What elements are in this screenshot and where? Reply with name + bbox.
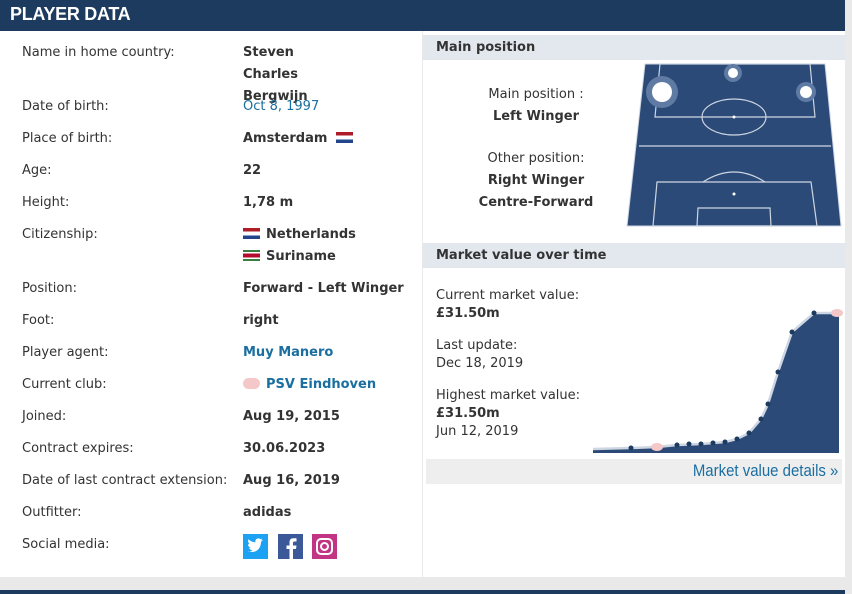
pitch <box>626 63 842 227</box>
label: Player agent: <box>22 345 109 360</box>
details-link[interactable]: Market value details » <box>692 461 838 480</box>
main-label: Main position : <box>488 87 584 102</box>
flag <box>243 228 260 239</box>
current-label: Current market value: <box>436 288 580 303</box>
label: Foot: <box>22 313 55 328</box>
header-title: PLAYER DATA <box>10 4 131 24</box>
market-value-graph <box>592 309 843 453</box>
value-text: Netherlands <box>266 227 356 242</box>
label: Height: <box>22 195 70 210</box>
main-value: Left Winger <box>492 109 580 124</box>
highest-label: Highest market value: <box>436 388 581 403</box>
value: 1,78 m <box>243 195 294 210</box>
flag <box>335 132 353 143</box>
value: PSV Eindhoven <box>243 374 413 396</box>
value-link[interactable]: Muy Manero <box>243 345 334 360</box>
value: Netherlands Suriname <box>243 224 413 268</box>
player-data: Name in home country: Steven Charles Berg… <box>0 31 422 577</box>
footer-bar <box>0 590 845 594</box>
label: Date of birth: <box>22 99 109 114</box>
current-value: £31.50m <box>436 306 500 321</box>
heading-text: Market value over time <box>436 248 607 263</box>
citizenship: Suriname <box>243 246 413 268</box>
value-text: Suriname <box>266 249 336 264</box>
value-link[interactable]: Oct 8, 1997 <box>243 99 320 114</box>
update-label: Last update: <box>436 338 518 353</box>
value: adidas <box>243 505 292 520</box>
instagram-icon[interactable] <box>312 534 337 559</box>
social-icons <box>243 534 337 559</box>
label: Outfitter: <box>22 505 82 520</box>
other-value: Right Winger <box>487 173 585 188</box>
side-panel: Main position Main position : Left Winge… <box>423 31 845 577</box>
value-link[interactable]: PSV Eindhoven <box>266 377 377 392</box>
value: Steven Charles Bergwijn <box>243 45 308 104</box>
section-heading: Market value over time <box>423 243 845 268</box>
flag <box>243 250 260 261</box>
highest-date: Jun 12, 2019 <box>436 424 519 439</box>
label: Date of last contract extension: <box>22 473 228 488</box>
highest-value: £31.50m <box>436 406 500 421</box>
section-heading: Main position <box>423 35 845 60</box>
header: PLAYER DATA <box>0 0 845 31</box>
label: Joined: <box>22 409 67 424</box>
value: right <box>243 313 279 328</box>
label: Name in home country: <box>22 45 175 60</box>
value-text: Amsterdam <box>243 131 328 146</box>
label: Contract expires: <box>22 441 134 456</box>
heading-text: Main position <box>436 40 536 55</box>
value: 22 <box>243 163 262 178</box>
label: Age: <box>22 163 52 178</box>
other-label: Other position: <box>487 151 585 166</box>
label: Social media: <box>22 537 110 552</box>
label: Position: <box>22 281 77 296</box>
label: Place of birth: <box>22 131 113 146</box>
update-value: Dec 18, 2019 <box>436 356 524 371</box>
link-bar: Market value details » <box>426 459 842 484</box>
label: Citizenship: <box>22 227 98 242</box>
club-logo <box>243 378 260 389</box>
citizenship: Netherlands <box>243 224 413 246</box>
value: Aug 16, 2019 <box>243 473 340 488</box>
label: Current club: <box>22 377 107 392</box>
other-value: Centre-Forward <box>478 195 594 210</box>
value: 30.06.2023 <box>243 441 326 456</box>
value: Amsterdam <box>243 128 413 150</box>
value: Aug 19, 2015 <box>243 409 340 424</box>
value: Forward - Left Winger <box>243 281 404 296</box>
